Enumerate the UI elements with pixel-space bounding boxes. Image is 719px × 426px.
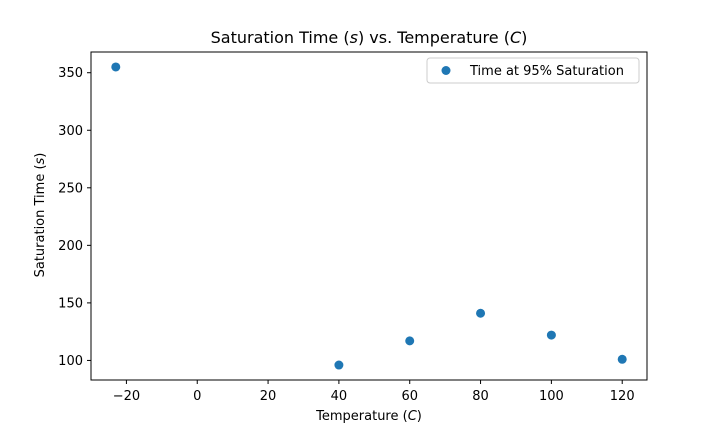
x-axis-label: Temperature (C) xyxy=(315,409,422,424)
data-point xyxy=(334,360,344,370)
y-tick-label: 100 xyxy=(58,354,83,369)
data-points xyxy=(111,62,627,370)
x-axis-ticks: −20 0 20 40 60 80 100 120 xyxy=(113,380,635,404)
chart-title: Saturation Time (s) vs. Temperature (C) xyxy=(211,28,528,47)
y-tick-label: 200 xyxy=(58,239,83,254)
y-tick-label: 150 xyxy=(58,296,83,311)
plot-area: −20 0 20 40 60 80 100 120 100 150 200 250 300 350 xyxy=(58,51,648,404)
x-tick-label: −20 xyxy=(113,389,140,404)
legend-label: Time at 95% Saturation xyxy=(469,64,624,79)
x-tick-label: 120 xyxy=(610,389,635,404)
y-axis-label: Saturation Time (s) xyxy=(33,153,48,278)
data-point xyxy=(111,62,121,72)
x-tick-label: 60 xyxy=(401,389,418,404)
data-point xyxy=(405,336,415,346)
x-tick-label: 40 xyxy=(331,389,348,404)
data-point xyxy=(546,330,556,340)
legend-marker xyxy=(441,66,451,75)
x-tick-label: 20 xyxy=(260,389,277,404)
data-point xyxy=(476,308,486,318)
legend-box xyxy=(426,57,640,84)
plot-frame xyxy=(90,51,648,381)
y-tick-label: 250 xyxy=(58,181,83,196)
x-tick-label: 0 xyxy=(193,389,201,404)
y-tick-label: 350 xyxy=(58,66,83,81)
y-axis-ticks: 100 150 200 250 300 350 xyxy=(58,66,91,369)
x-tick-label: 100 xyxy=(539,389,564,404)
data-point xyxy=(617,354,627,364)
x-tick-label: 80 xyxy=(472,389,489,404)
y-tick-label: 300 xyxy=(58,124,83,139)
legend: Time at 95% Saturation xyxy=(426,57,640,84)
